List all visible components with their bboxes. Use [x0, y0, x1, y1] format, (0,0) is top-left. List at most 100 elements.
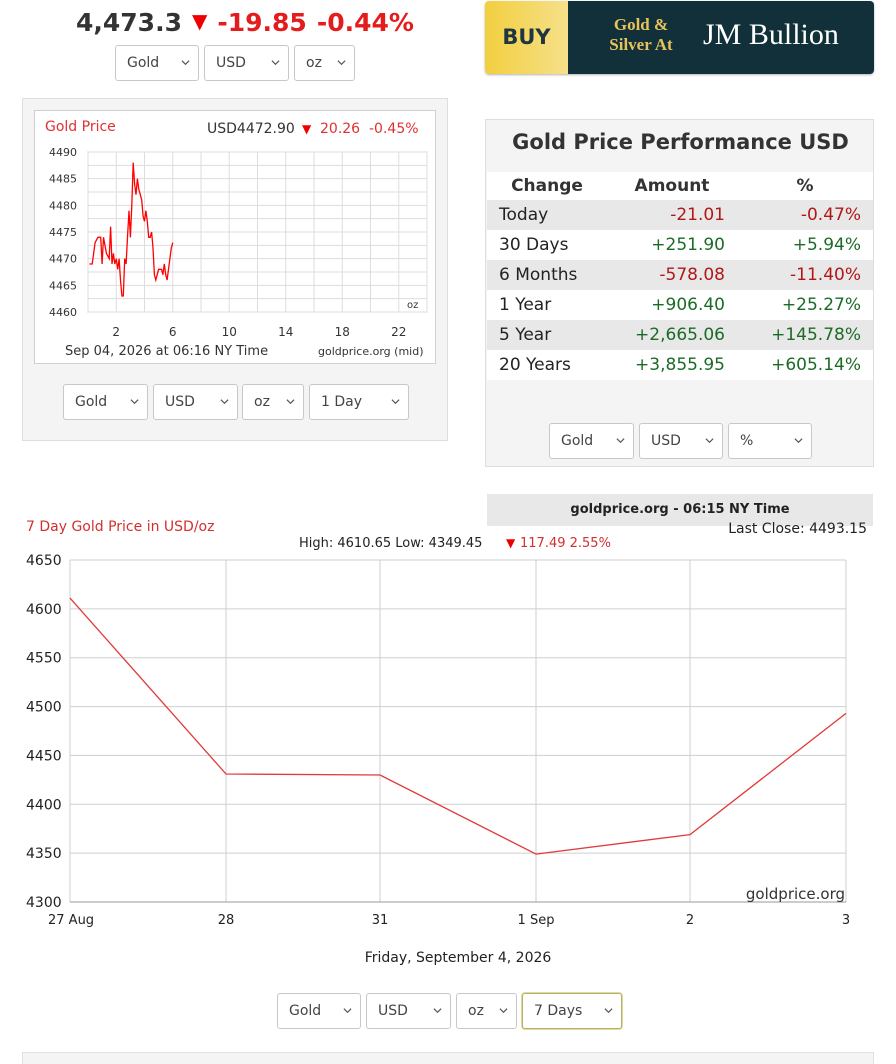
chevron-down-icon	[130, 397, 139, 406]
intraday-x-tick: 22	[391, 325, 406, 339]
intraday-y-tick: 4465	[49, 279, 77, 292]
performance-table: Change Amount % Today -21.01 -0.47% 30 Days…	[487, 172, 873, 380]
intraday-grid	[87, 151, 428, 313]
performance-period: 30 Days	[487, 230, 607, 260]
intraday-price-line	[89, 162, 174, 297]
performance-period: 5 Year	[487, 320, 607, 350]
weekly-chart: 7 Day Gold Price in USD/oz Last Close: 4…	[26, 519, 867, 966]
performance-amount: +2,665.06	[607, 320, 737, 350]
intraday-x-tick: 10	[222, 325, 237, 339]
chevron-down-icon	[181, 58, 190, 67]
weekly-x-tick: 1 Sep	[518, 913, 555, 928]
chevron-down-icon	[271, 58, 280, 67]
ticker-unit-select[interactable]: oz	[294, 45, 355, 81]
ticker-unit-value: oz	[306, 55, 322, 71]
performance-amount: +3,855.95	[607, 350, 737, 380]
ticker-metal-select[interactable]: Gold	[115, 45, 199, 81]
intraday-chart: Gold Price USD4472.90 ▼ 20.26 -0.45% 446…	[34, 110, 436, 364]
intraday-metal-select[interactable]: Gold	[63, 384, 148, 420]
ticker-metal-value: Gold	[127, 55, 160, 71]
intraday-quote: USD4472.90	[207, 121, 295, 137]
performance-row: 20 Years +3,855.95 +605.14%	[487, 350, 873, 380]
intraday-metal-value: Gold	[75, 394, 108, 410]
spot-change: -19.85	[217, 8, 307, 37]
weekly-metal-select[interactable]: Gold	[277, 993, 361, 1029]
weekly-metal-value: Gold	[289, 1003, 322, 1019]
ticker-currency-select[interactable]: USD	[204, 45, 289, 81]
weekly-y-tick: 4550	[26, 651, 62, 667]
performance-row: 1 Year +906.40 +25.27%	[487, 290, 873, 320]
header-amount: Amount	[607, 172, 737, 200]
performance-title: Gold Price Performance USD	[512, 130, 849, 154]
intraday-x-tick: 2	[112, 325, 120, 339]
ad-dark-area	[568, 1, 874, 74]
weekly-y-tick: 4650	[26, 553, 62, 569]
intraday-unit-select[interactable]: oz	[242, 384, 304, 420]
chevron-down-icon	[391, 397, 400, 406]
weekly-y-tick: 4500	[26, 700, 62, 716]
intraday-x-axis: 2 6 10 14 18 22	[112, 325, 406, 339]
header-percent: %	[737, 172, 873, 200]
spot-change-percent: -0.44%	[316, 8, 414, 37]
spot-price: 4,473.3	[76, 8, 182, 37]
weekly-x-tick: 2	[686, 913, 694, 928]
ticker-currency-value: USD	[216, 55, 246, 71]
performance-metal-value: Gold	[561, 433, 594, 449]
weekly-change: 117.49 2.55%	[520, 536, 611, 551]
weekly-last-close: Last Close: 4493.15	[728, 521, 867, 537]
weekly-price-line	[69, 597, 847, 855]
performance-period: 20 Years	[487, 350, 607, 380]
intraday-change: 20.26	[320, 121, 360, 137]
weekly-x-tick: 28	[218, 913, 235, 928]
weekly-chart-title: 7 Day Gold Price in USD/oz	[26, 519, 214, 535]
performance-currency-select[interactable]: USD	[639, 423, 723, 459]
performance-period: Today	[487, 200, 607, 230]
weekly-y-tick: 4450	[26, 748, 62, 764]
performance-percent: -0.47%	[737, 200, 873, 230]
performance-percent: +605.14%	[737, 350, 873, 380]
performance-percent: +5.94%	[737, 230, 873, 260]
performance-metal-select[interactable]: Gold	[549, 423, 634, 459]
ad-tagline: Gold & Silver At	[591, 15, 691, 55]
jm-bullion-ad-banner[interactable]: BUY Gold & Silver At JM Bullion	[485, 1, 874, 74]
performance-amount: -21.01	[607, 200, 737, 230]
performance-panel: Gold Price Performance USD Change Amount…	[485, 119, 874, 526]
intraday-y-tick: 4480	[49, 199, 77, 212]
weekly-y-tick: 4300	[26, 895, 62, 911]
weekly-x-tick: 31	[372, 913, 389, 928]
performance-unit-value: %	[740, 433, 754, 449]
performance-period: 1 Year	[487, 290, 607, 320]
weekly-unit-select[interactable]: oz	[456, 993, 517, 1029]
weekly-range-select[interactable]: 7 Days	[522, 993, 622, 1029]
weekly-x-axis: 27 Aug 28 31 1 Sep 2 3	[48, 913, 850, 928]
chevron-down-icon	[433, 1006, 442, 1015]
weekly-high-low: High: 4610.65 Low: 4349.45	[299, 536, 482, 551]
intraday-range-select[interactable]: 1 Day	[309, 384, 409, 420]
weekly-grid	[69, 559, 847, 903]
intraday-y-tick: 4470	[49, 253, 77, 266]
intraday-x-tick: 18	[335, 325, 350, 339]
weekly-y-tick: 4400	[26, 797, 62, 813]
weekly-unit-value: oz	[468, 1003, 484, 1019]
weekly-currency-select[interactable]: USD	[366, 993, 451, 1029]
performance-row: 30 Days +251.90 +5.94%	[487, 230, 873, 260]
down-arrow-icon: ▼	[302, 122, 312, 136]
chevron-down-icon	[616, 436, 625, 445]
intraday-x-tick: 6	[169, 325, 177, 339]
intraday-currency-value: USD	[165, 394, 195, 410]
spot-price-ticker: 4,473.3 ▼ -19.85 -0.44%	[76, 8, 414, 42]
performance-row: Today -21.01 -0.47%	[487, 200, 873, 230]
performance-unit-select[interactable]: %	[728, 423, 812, 459]
ad-brand-logo: JM Bullion	[703, 18, 839, 51]
performance-currency-value: USD	[651, 433, 681, 449]
intraday-y-tick: 4485	[49, 173, 77, 186]
ad-buy-label: BUY	[485, 1, 568, 74]
intraday-currency-select[interactable]: USD	[153, 384, 238, 420]
chevron-down-icon	[499, 1006, 508, 1015]
intraday-y-axis: 4460 4465 4470 4475 4480 4485 4490	[49, 146, 77, 319]
chevron-down-icon	[705, 436, 714, 445]
weekly-x-tick: 3	[842, 913, 850, 928]
weekly-y-axis: 4300 4350 4400 4450 4500 4550 4600 4650	[26, 553, 62, 911]
intraday-unit-value: oz	[254, 394, 270, 410]
performance-header-row: Change Amount %	[487, 172, 873, 200]
